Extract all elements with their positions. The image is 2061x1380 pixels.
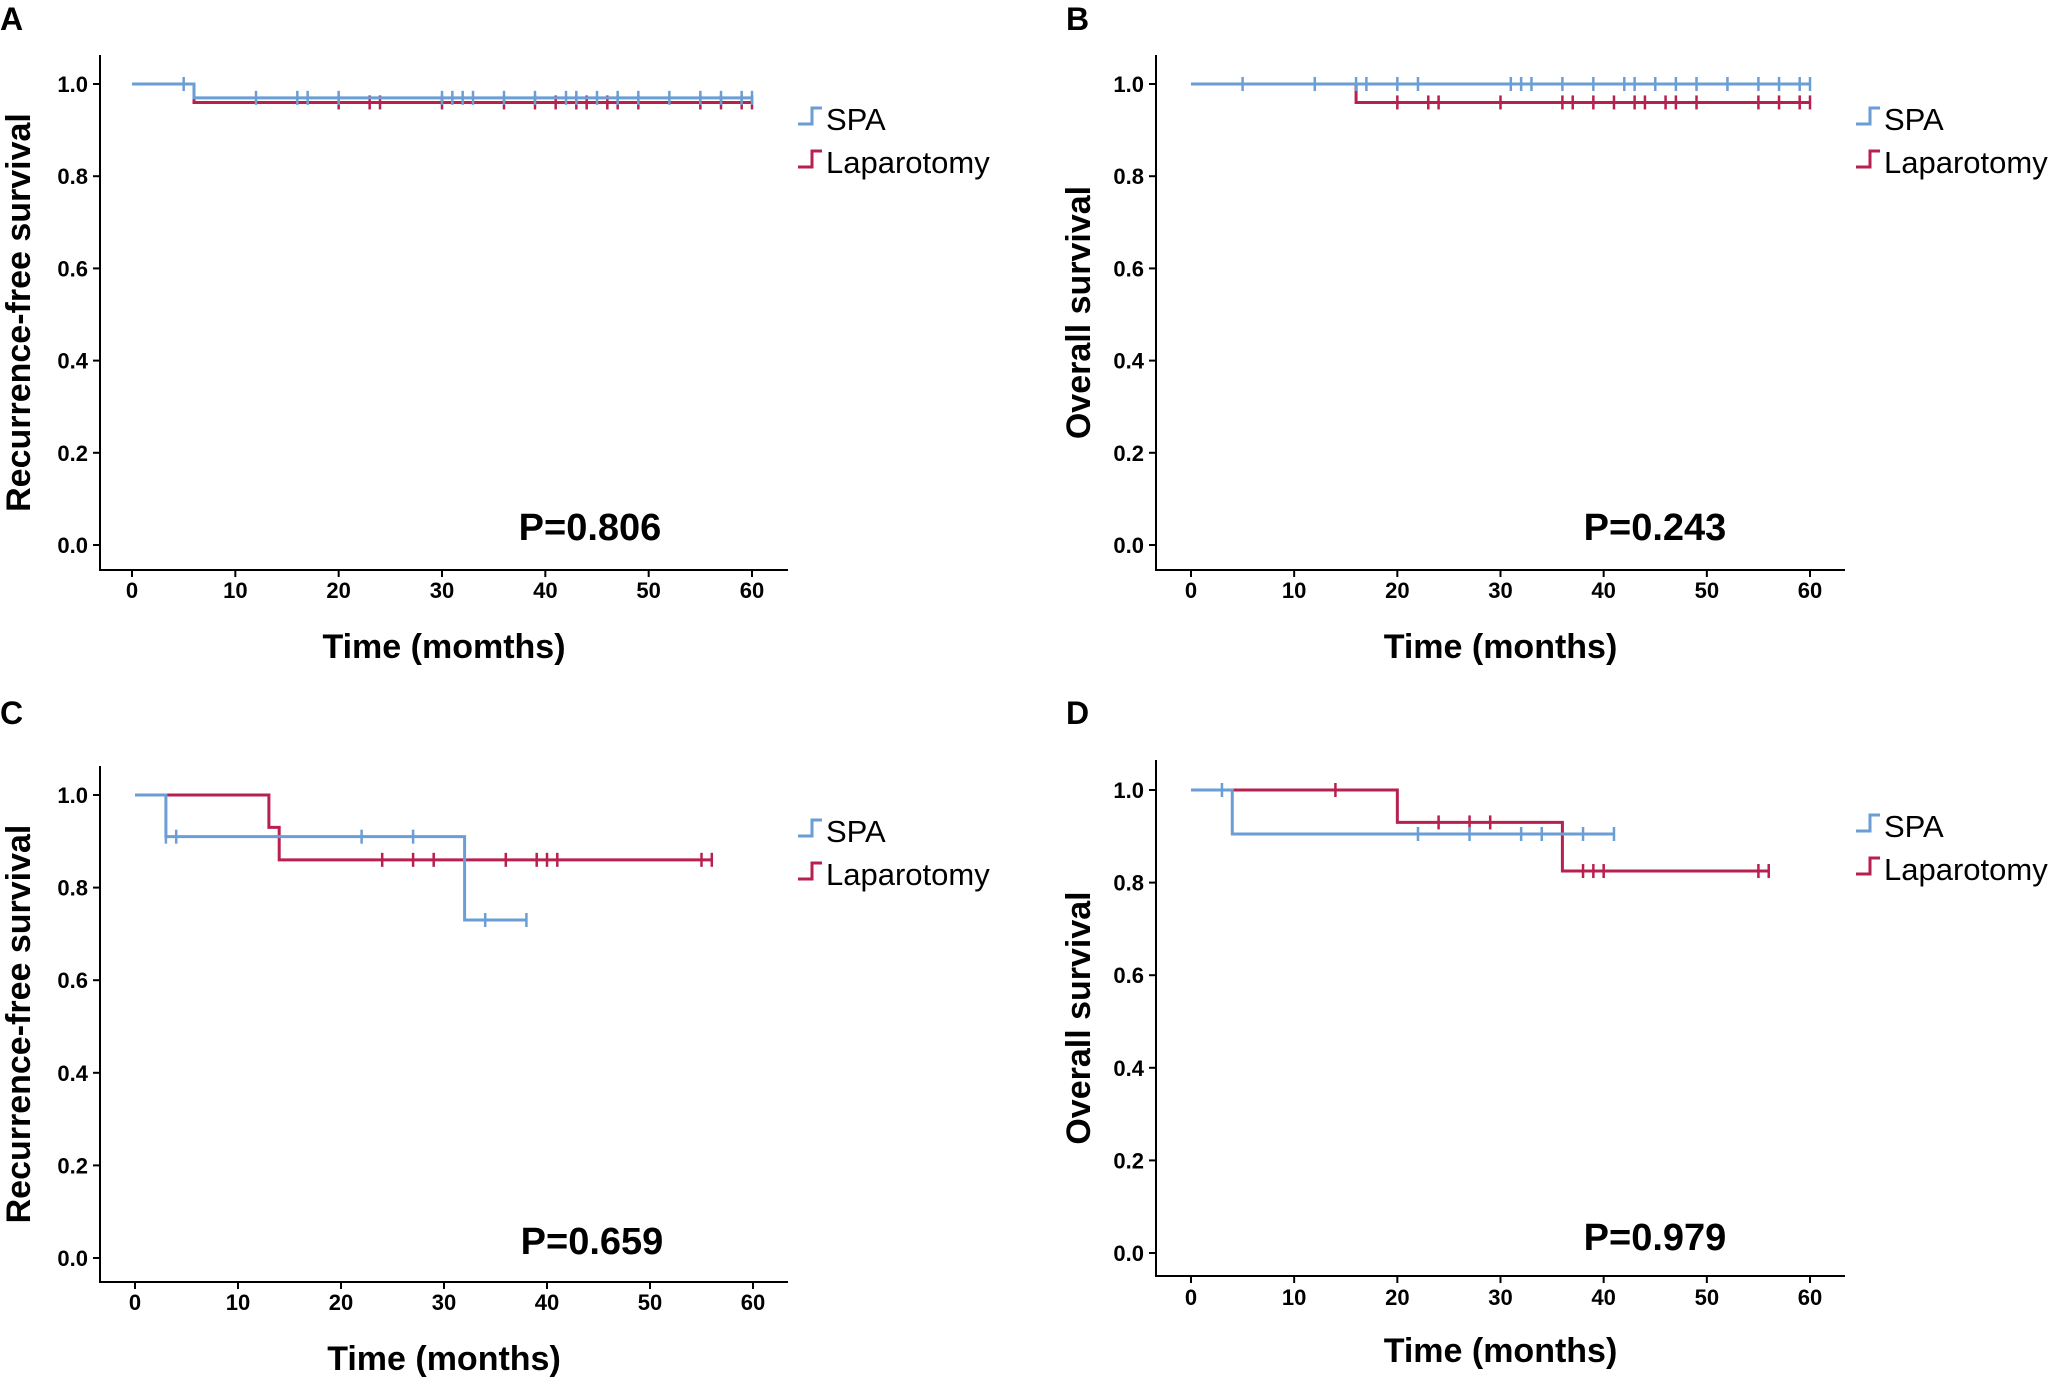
y-tick-label: 0.0 [57, 1246, 88, 1271]
y-tick-label: 0.2 [57, 441, 88, 466]
legend-label-spa: SPA [1884, 102, 1944, 137]
x-tick-label: 60 [740, 578, 764, 603]
p-value: P=0.243 [1584, 507, 1727, 549]
legend-label-spa: SPA [1884, 809, 1944, 844]
x-tick-label: 20 [1385, 578, 1409, 603]
legend-swatch-laparotomy [1856, 149, 1880, 169]
x-tick-label: 50 [1695, 1285, 1719, 1310]
series-line-spa [1191, 788, 1614, 836]
legend-swatch-spa [798, 818, 822, 838]
x-tick-label: 0 [129, 1290, 141, 1315]
y-tick-label: 1.0 [57, 783, 88, 808]
y-tick-label: 0.0 [57, 533, 88, 558]
x-tick-label: 10 [1282, 578, 1306, 603]
p-value: P=0.979 [1584, 1217, 1727, 1259]
legend-label-spa: SPA [826, 102, 886, 137]
x-tick-label: 40 [535, 1290, 559, 1315]
y-tick-label: 0.8 [1113, 871, 1144, 896]
x-axis-title: Time (months) [1384, 1332, 1618, 1370]
x-tick-label: 50 [638, 1290, 662, 1315]
x-axis-title: Time (months) [1384, 628, 1618, 666]
y-tick-label: 0.0 [1113, 1241, 1144, 1266]
p-value: P=0.806 [519, 507, 662, 549]
panel-letter: D [1066, 695, 1089, 731]
x-tick-label: 0 [1185, 1285, 1197, 1310]
axis-frame [99, 55, 788, 571]
y-tick-label: 0.8 [1113, 164, 1144, 189]
series-line-spa [135, 793, 527, 922]
panel-d: D 0.0 0.2 0.4 0.6 0.8 1.0 0 10 20 30 40 50 60 Time (mo… [1060, 695, 2048, 1370]
legend-swatch-laparotomy [1856, 856, 1880, 876]
legend-label-laparotomy: Laparotomy [1884, 852, 2048, 887]
y-tick-label: 0.4 [1113, 1056, 1144, 1081]
panel-b: B 0.0 0.2 0.4 0.6 0.8 1.0 0 10 20 30 40 50 60 Time (mo… [1060, 1, 2048, 666]
y-tick-label: 0.6 [57, 968, 88, 993]
x-axis-title: Time (months) [327, 1340, 561, 1378]
axis-frame [1155, 55, 1845, 571]
x-tick-label: 60 [1798, 1285, 1822, 1310]
x-tick-label: 0 [1185, 578, 1197, 603]
y-tick-label: 1.0 [1113, 72, 1144, 97]
x-tick-label: 40 [1591, 1285, 1615, 1310]
panel-letter: A [0, 1, 23, 37]
y-tick-label: 0.6 [1113, 256, 1144, 281]
x-tick-label: 20 [326, 578, 350, 603]
y-tick-label: 0.8 [57, 876, 88, 901]
x-tick-label: 10 [226, 1290, 250, 1315]
x-tick-label: 60 [1798, 578, 1822, 603]
panel-c: C 0.0 0.2 0.4 0.6 0.8 1.0 0 10 20 30 40 50 60 Time (mo… [0, 695, 990, 1378]
y-tick-label: 0.2 [1113, 1148, 1144, 1173]
panel-a: A 0.0 0.2 0.4 0.6 0.8 1.0 0 10 20 30 40 50 60 Time (mo… [0, 1, 990, 666]
panel-letter: C [0, 695, 23, 731]
legend-label-spa: SPA [826, 814, 886, 849]
y-tick-label: 0.4 [1113, 349, 1144, 374]
y-tick-label: 0.4 [57, 1061, 88, 1086]
axis-frame [1155, 760, 1845, 1277]
p-value: P=0.659 [521, 1221, 664, 1263]
y-tick-label: 0.8 [57, 164, 88, 189]
x-tick-label: 30 [1488, 578, 1512, 603]
series-line-laparotomy [1191, 788, 1769, 873]
x-tick-label: 30 [432, 1290, 456, 1315]
axis-frame [99, 766, 788, 1283]
x-tick-label: 50 [1695, 578, 1719, 603]
y-axis-title: Overall survival [1060, 186, 1098, 439]
y-tick-label: 0.2 [1113, 441, 1144, 466]
x-tick-label: 60 [741, 1290, 765, 1315]
x-tick-label: 30 [430, 578, 454, 603]
x-tick-label: 50 [636, 578, 660, 603]
legend-swatch-spa [1856, 106, 1880, 126]
y-tick-label: 0.0 [1113, 533, 1144, 558]
y-tick-label: 0.2 [57, 1153, 88, 1178]
y-tick-label: 0.6 [1113, 963, 1144, 988]
x-tick-label: 20 [329, 1290, 353, 1315]
y-tick-label: 0.4 [57, 349, 88, 374]
y-axis-title: Recurrence-free survival [0, 113, 38, 512]
legend-label-laparotomy: Laparotomy [826, 145, 990, 180]
y-axis-title: Recurrence-free survival [0, 825, 38, 1224]
y-tick-label: 0.6 [57, 256, 88, 281]
y-axis-title: Overall survival [1060, 891, 1098, 1144]
legend-swatch-laparotomy [798, 149, 822, 169]
panel-letter: B [1066, 1, 1089, 37]
x-tick-label: 40 [533, 578, 557, 603]
x-tick-label: 0 [126, 578, 138, 603]
legend-label-laparotomy: Laparotomy [826, 857, 990, 892]
y-tick-label: 1.0 [1113, 778, 1144, 803]
x-tick-label: 30 [1488, 1285, 1512, 1310]
series-line-laparotomy [135, 793, 712, 862]
legend-swatch-spa [798, 106, 822, 126]
x-tick-label: 10 [223, 578, 247, 603]
legend-swatch-laparotomy [798, 861, 822, 881]
y-tick-label: 1.0 [57, 72, 88, 97]
x-tick-label: 20 [1385, 1285, 1409, 1310]
x-tick-label: 40 [1591, 578, 1615, 603]
legend-swatch-spa [1856, 813, 1880, 833]
x-axis-title: Time (momths) [322, 628, 565, 666]
x-tick-label: 10 [1282, 1285, 1306, 1310]
legend-label-laparotomy: Laparotomy [1884, 145, 2048, 180]
